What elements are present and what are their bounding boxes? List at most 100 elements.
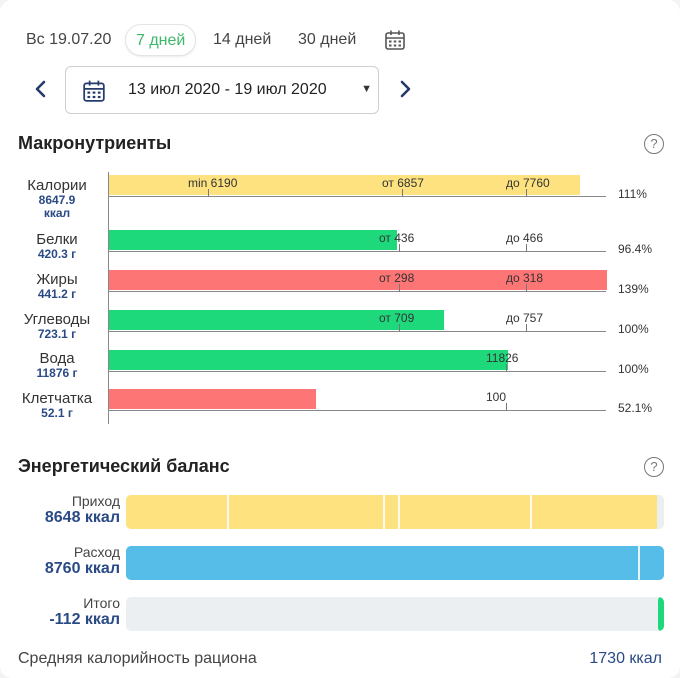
- help-icon[interactable]: ?: [644, 457, 664, 477]
- macro-tick: [506, 364, 507, 372]
- macro-percent: 100%: [618, 362, 649, 376]
- macro-percent: 139%: [618, 282, 649, 296]
- calendar-icon: [82, 79, 106, 108]
- macro-value: 441.2 г: [37, 287, 77, 301]
- macro-bar: [109, 310, 444, 330]
- macro-bar: [109, 230, 397, 250]
- energy-bar-separator: [530, 495, 532, 529]
- macro-axis: [108, 410, 606, 411]
- macro-tick: [399, 324, 400, 332]
- energy-value: 8760 ккал: [44, 560, 120, 577]
- macro-axis: [108, 371, 606, 372]
- macro-unit: ккал: [43, 206, 71, 220]
- macro-threshold-label: до 7760: [506, 176, 550, 190]
- macro-value: 52.1 г: [41, 406, 73, 420]
- macro-tick: [208, 189, 209, 197]
- date-range-select[interactable]: 13 июл 2020 - 19 июл 2020 ▼: [65, 66, 379, 114]
- macro-tick: [399, 244, 400, 252]
- energy-label: Приход 8648 ккал: [18, 493, 120, 527]
- macros-axis-line: [108, 172, 109, 424]
- macro-threshold-label: до 318: [506, 271, 544, 285]
- macro-bar: [109, 389, 316, 409]
- macro-tick: [526, 189, 527, 197]
- macro-value: 8647.9: [38, 193, 76, 207]
- macro-tick: [526, 324, 527, 332]
- macro-label: Вода 11876 г: [12, 351, 102, 380]
- macro-percent: 52.1%: [618, 401, 653, 415]
- date-range-label: 13 июл 2020 - 19 июл 2020: [128, 81, 327, 98]
- period-selector: Вс 19.07.20 7 дней 14 дней 30 дней: [18, 24, 438, 58]
- energy-bar-track: [126, 597, 664, 631]
- energy-bar-separator: [638, 546, 640, 580]
- macro-threshold-label: 100: [486, 390, 507, 404]
- macro-percent: 111%: [618, 187, 647, 201]
- energy-label: Итого -112 ккал: [18, 595, 120, 629]
- energy-bar-fill: [126, 495, 657, 529]
- period-day[interactable]: Вс 19.07.20: [26, 31, 112, 48]
- energy-name: Итого: [83, 595, 120, 611]
- energy-bar-track: [126, 546, 664, 580]
- macro-name: Углеводы: [23, 311, 91, 328]
- macro-value: 420.3 г: [37, 247, 77, 261]
- macro-label: Жиры 441.2 г: [12, 272, 102, 301]
- energy-bar-separator: [227, 495, 229, 529]
- energy-name: Расход: [73, 544, 120, 560]
- macro-value: 11876 г: [36, 366, 78, 380]
- macro-axis: [108, 251, 606, 252]
- avg-calorie-value: 1730 ккал: [589, 650, 662, 667]
- macro-percent: 96.4%: [618, 242, 653, 256]
- macro-threshold-label: min 6190: [188, 176, 238, 190]
- macro-tick: [506, 403, 507, 411]
- macro-tick: [526, 284, 527, 292]
- energy-bar-track: [126, 495, 664, 529]
- energy-value: 8648 ккал: [44, 509, 120, 526]
- energy-balance-indicator: [658, 597, 664, 631]
- macro-threshold-label: от 436: [379, 231, 415, 245]
- macro-percent: 100%: [618, 322, 649, 336]
- energy-bar-separator: [398, 495, 400, 529]
- calendar-icon[interactable]: [384, 29, 406, 56]
- energy-bar-fill: [126, 546, 664, 580]
- energy-label: Расход 8760 ккал: [18, 544, 120, 578]
- period-14-days[interactable]: 14 дней: [213, 31, 272, 48]
- macro-label: Калории 8647.9 ккал: [12, 178, 102, 220]
- energy-name: Приход: [71, 493, 120, 509]
- macro-name: Клетчатка: [21, 390, 93, 407]
- macro-label: Клетчатка 52.1 г: [12, 391, 102, 420]
- macro-label: Углеводы 723.1 г: [12, 312, 102, 341]
- macro-threshold-label: от 6857: [382, 176, 424, 190]
- macro-bar: [109, 350, 508, 370]
- energy-bar-separator: [383, 495, 385, 529]
- macro-bar: [109, 270, 607, 290]
- macro-name: Жиры: [36, 271, 78, 288]
- macro-axis: [108, 196, 606, 197]
- macro-name: Вода: [39, 350, 75, 367]
- macro-label: Белки 420.3 г: [12, 232, 102, 261]
- macro-threshold-label: до 757: [506, 311, 544, 325]
- date-range-row: 13 июл 2020 - 19 июл 2020 ▼: [18, 66, 428, 114]
- energy-title: Энергетический баланс: [18, 456, 230, 476]
- macro-tick: [526, 244, 527, 252]
- period-7-days[interactable]: 7 дней: [125, 24, 197, 56]
- avg-calorie-label: Средняя калорийность рациона: [18, 650, 257, 667]
- macro-value: 723.1 г: [37, 327, 77, 341]
- macro-threshold-label: 11826: [486, 351, 519, 365]
- macro-name: Белки: [36, 231, 78, 248]
- macro-threshold-label: от 709: [379, 311, 415, 325]
- macro-tick: [402, 189, 403, 197]
- dropdown-caret-icon: ▼: [361, 83, 372, 95]
- macro-axis: [108, 291, 606, 292]
- macro-bar: [109, 175, 580, 195]
- chevron-right-icon[interactable]: [392, 76, 418, 102]
- help-icon[interactable]: ?: [644, 134, 664, 154]
- macros-title: Макронутриенты: [18, 133, 172, 153]
- macro-axis: [108, 331, 606, 332]
- macro-tick: [399, 284, 400, 292]
- chevron-left-icon[interactable]: [28, 76, 54, 102]
- energy-value: -112 ккал: [49, 611, 120, 628]
- macro-name: Калории: [27, 177, 87, 194]
- period-30-days[interactable]: 30 дней: [298, 31, 357, 48]
- macro-threshold-label: до 466: [506, 231, 544, 245]
- macro-threshold-label: от 298: [379, 271, 415, 285]
